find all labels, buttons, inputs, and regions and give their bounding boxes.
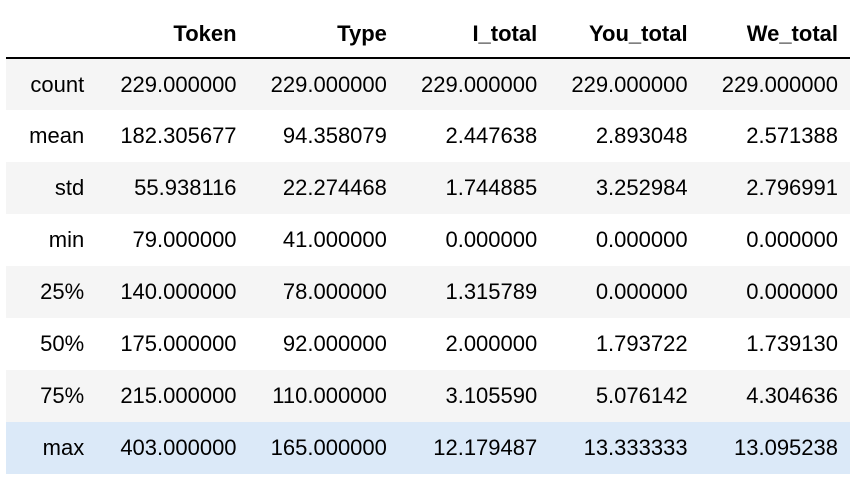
table-row: std 55.938116 22.274468 1.744885 3.252984 2.7… [6,162,850,214]
cell-token: 229.000000 [120,71,237,97]
cell-i-total: 2.447638 [445,123,538,148]
row-index-label: mean [29,123,85,148]
table-header: Token Type I_total You_total We_total [6,10,850,59]
cell-we-total: 2.571388 [746,123,838,148]
cell-token: 182.305677 [120,123,237,148]
cell-type: 94.358079 [282,123,387,148]
header-you-total: You_total [549,10,700,59]
cell-we-total: 1.739130 [746,331,838,356]
cell-i-total: 0.000000 [445,227,538,252]
cell-you-total: 5.076142 [595,383,688,408]
cell-type: 92.000000 [282,331,387,356]
header-we-total: We_total [699,10,850,59]
cell-you-total: 1.793722 [595,331,688,356]
dataframe-output: Token Type I_total You_total We_total co… [6,10,850,474]
cell-i-total: 229.000000 [421,71,538,97]
row-index-label: count [30,71,85,97]
header-row: Token Type I_total You_total We_total [6,10,850,59]
header-index-cell [6,10,99,59]
table-row: count 229.000000 229.000000 229.000000 229.0… [6,58,850,110]
cell-you-total: 2.893048 [595,123,688,148]
cell-we-total: 4.304636 [746,383,838,408]
cell-i-total: 12.179487 [433,435,538,460]
row-index-label: 75% [40,383,85,408]
row-index-label: 50% [40,331,85,356]
cell-we-total: 2.796991 [746,175,838,200]
cell-we-total: 0.000000 [746,227,838,252]
describe-table: Token Type I_total You_total We_total co… [6,10,850,474]
table-row: 50% 175.000000 92.000000 2.000000 1.793722 1.… [6,318,850,370]
row-index-label: min [48,227,85,252]
cell-token: 55.938116 [134,175,237,200]
cell-token: 175.000000 [120,331,237,356]
cell-you-total: 3.252984 [595,175,688,200]
cell-you-total: 0.000000 [595,279,688,304]
cell-i-total: 1.744885 [445,175,538,200]
cell-token: 140.000000 [120,279,237,304]
table-row: 25% 140.000000 78.000000 1.315789 0.000000 0.… [6,266,850,318]
cell-we-total: 0.000000 [746,279,838,304]
cell-i-total: 1.315789 [445,279,538,304]
cell-type: 229.000000 [270,71,387,97]
header-token: Token [98,10,249,59]
row-index-label: std [54,175,85,200]
cell-you-total: 229.000000 [571,71,688,97]
header-i-total: I_total [398,10,550,59]
cell-i-total: 3.105590 [445,383,538,408]
cell-i-total: 2.000000 [445,331,538,356]
cell-token: 79.000000 [132,227,237,252]
cell-you-total: 13.333333 [583,435,688,460]
cell-we-total: 13.095238 [734,435,838,460]
cell-token: 215.000000 [120,383,237,408]
table-row: max 403.000000 165.000000 12.179487 13.33333… [6,422,850,474]
cell-you-total: 0.000000 [595,227,688,252]
header-type: Type [248,10,399,59]
table-row: 75% 215.000000 110.000000 3.105590 5.076142 4… [6,370,850,422]
row-index-label: max [42,435,85,460]
table-body: count 229.000000 229.000000 229.000000 229.0… [6,58,850,474]
cell-type: 41.000000 [282,227,387,252]
row-index-label: 25% [40,279,85,304]
cell-token: 403.000000 [120,435,237,460]
cell-we-total: 229.000000 [721,71,838,97]
cell-type: 110.000000 [272,383,387,408]
table-row: min 79.000000 41.000000 0.000000 0.000000 0.0… [6,214,850,266]
cell-type: 165.000000 [270,435,387,460]
table-row: mean 182.305677 94.358079 2.447638 2.893048 2… [6,110,850,162]
cell-type: 78.000000 [282,279,387,304]
cell-type: 22.274468 [282,175,387,200]
